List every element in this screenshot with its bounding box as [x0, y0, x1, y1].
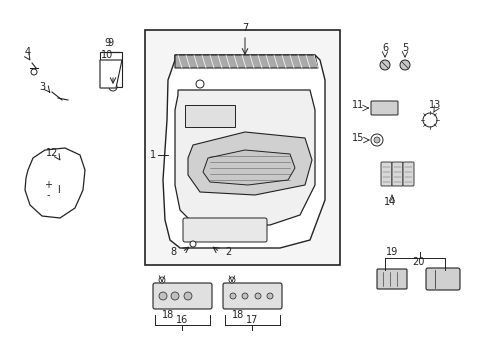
Text: l: l [57, 185, 59, 195]
Polygon shape [163, 55, 325, 248]
Text: 15: 15 [351, 133, 364, 143]
Circle shape [229, 293, 236, 299]
Circle shape [183, 292, 192, 300]
Circle shape [266, 293, 272, 299]
Text: 11: 11 [351, 100, 364, 110]
Text: 14: 14 [383, 197, 395, 207]
Circle shape [422, 113, 436, 127]
Polygon shape [203, 150, 294, 185]
Circle shape [373, 137, 379, 143]
Text: 2: 2 [224, 247, 231, 257]
Text: 18: 18 [231, 310, 244, 320]
Text: +: + [44, 180, 52, 190]
Text: 7: 7 [242, 23, 247, 33]
Circle shape [159, 277, 164, 283]
Polygon shape [187, 132, 311, 195]
Text: 5: 5 [401, 43, 407, 53]
Text: 1: 1 [150, 150, 156, 160]
Circle shape [190, 241, 196, 247]
FancyBboxPatch shape [380, 162, 391, 186]
FancyBboxPatch shape [223, 283, 282, 309]
Polygon shape [175, 55, 317, 68]
Text: 10: 10 [101, 50, 113, 60]
Bar [184, 105, 235, 127]
Text: 19: 19 [385, 247, 397, 257]
FancyBboxPatch shape [376, 269, 406, 289]
Circle shape [254, 293, 261, 299]
Circle shape [196, 80, 203, 88]
Circle shape [379, 60, 389, 70]
FancyBboxPatch shape [153, 283, 212, 309]
Polygon shape [175, 90, 314, 225]
Text: 20: 20 [411, 257, 423, 267]
Polygon shape [25, 148, 85, 218]
Bar [145, 30, 339, 265]
Text: 13: 13 [428, 100, 440, 110]
Polygon shape [100, 60, 122, 88]
Text: 18: 18 [162, 310, 174, 320]
Circle shape [159, 292, 167, 300]
FancyBboxPatch shape [425, 268, 459, 290]
Text: 3: 3 [39, 82, 45, 92]
Text: 4: 4 [25, 47, 31, 57]
FancyBboxPatch shape [370, 101, 397, 115]
FancyBboxPatch shape [402, 162, 413, 186]
Text: 17: 17 [245, 315, 258, 325]
Circle shape [399, 60, 409, 70]
Text: 6: 6 [381, 43, 387, 53]
Text: 9: 9 [107, 38, 113, 48]
Circle shape [31, 69, 37, 75]
Text: 8: 8 [170, 247, 176, 257]
Text: 16: 16 [176, 315, 188, 325]
FancyBboxPatch shape [183, 218, 266, 242]
Circle shape [109, 83, 117, 91]
Circle shape [242, 293, 247, 299]
Circle shape [171, 292, 179, 300]
Circle shape [370, 134, 382, 146]
Text: 12: 12 [46, 148, 58, 158]
Text: -: - [46, 190, 50, 200]
Text: 9: 9 [104, 38, 110, 48]
FancyBboxPatch shape [391, 162, 402, 186]
Circle shape [228, 277, 235, 283]
Bar [100, 52, 122, 87]
